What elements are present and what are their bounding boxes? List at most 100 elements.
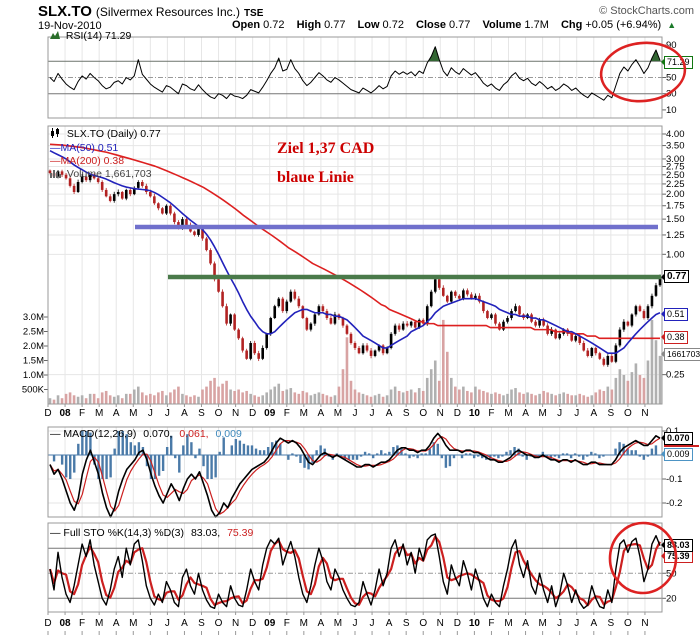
svg-text:M: M: [504, 408, 512, 419]
sto-k-value: 83.03,: [190, 527, 221, 539]
svg-text:D: D: [249, 618, 256, 629]
annotation-blue-line: blaue Linie: [277, 169, 354, 186]
svg-text:J: J: [148, 408, 153, 419]
open-value: 0.72: [263, 19, 285, 31]
ma200-value-box: 0.38: [661, 331, 688, 344]
volume-legend-row: Volume 1,661,703: [50, 168, 161, 182]
low-label: Low: [357, 19, 380, 31]
svg-text:3.00: 3.00: [666, 154, 685, 165]
svg-text:N: N: [232, 618, 239, 629]
svg-text:N: N: [641, 408, 648, 419]
svg-text:J: J: [353, 408, 358, 419]
high-value: 0.77: [324, 19, 346, 31]
svg-text:N: N: [437, 618, 444, 629]
svg-text:M: M: [300, 408, 308, 419]
svg-text:J: J: [353, 618, 358, 629]
svg-text:M: M: [334, 408, 342, 419]
svg-text:10: 10: [469, 408, 481, 419]
svg-text:J: J: [148, 618, 153, 629]
macd-value-box: 0.070: [661, 432, 693, 445]
svg-text:J: J: [165, 408, 170, 419]
sto-k-box-arrow: [657, 541, 665, 549]
svg-text:N: N: [232, 408, 239, 419]
svg-text:F: F: [284, 618, 290, 629]
ma200-legend: —MA(200) 0.38: [50, 155, 125, 167]
svg-text:2.50: 2.50: [666, 170, 685, 181]
svg-text:A: A: [113, 618, 120, 629]
svg-text:F: F: [284, 408, 290, 419]
exchange-label: TSE: [243, 8, 264, 19]
rsi-legend: RSI(14) 71.29: [50, 30, 131, 43]
change-quote: Chg +0.05 (+6.94%) ▲: [561, 19, 676, 31]
close-label: Close: [416, 19, 446, 31]
svg-text:20: 20: [666, 593, 677, 604]
svg-text:J: J: [557, 618, 562, 629]
svg-text:10: 10: [469, 618, 481, 629]
ma50-legend: —MA(50) 0.51: [50, 142, 119, 154]
svg-text:M: M: [95, 618, 103, 629]
svg-text:N: N: [437, 408, 444, 419]
svg-text:O: O: [215, 618, 223, 629]
ma200-box-arrow: [657, 333, 665, 341]
svg-text:2.5M: 2.5M: [23, 327, 44, 338]
sto-d-value: 75.39: [227, 527, 254, 539]
svg-text:2.00: 2.00: [666, 189, 685, 200]
svg-text:O: O: [215, 408, 223, 419]
svg-text:O: O: [624, 618, 632, 629]
annotation-target-price: Ziel 1,37 CAD: [277, 140, 375, 157]
rsi-value-box: 71.29: [661, 56, 693, 69]
sto-legend: — Full STO %K(14,3) %D(3) 83.03, 75.39: [50, 527, 253, 539]
svg-text:2.75: 2.75: [666, 162, 685, 173]
svg-text:1.25: 1.25: [666, 230, 685, 241]
svg-text:D: D: [454, 408, 461, 419]
svg-text:M: M: [334, 618, 342, 629]
svg-text:J: J: [557, 408, 562, 419]
low-value: 0.72: [382, 19, 404, 31]
macd-hist-box-arrow: [657, 450, 665, 458]
svg-text:A: A: [590, 408, 597, 419]
volume-value: 1.7M: [524, 19, 549, 31]
company-name: (Silvermex Resources Inc.): [95, 5, 240, 19]
svg-text:A: A: [318, 618, 325, 629]
sto-legend-name: — Full STO %K(14,3) %D(3): [50, 527, 185, 539]
svg-text:D: D: [44, 618, 51, 629]
open-quote: Open 0.72: [232, 19, 285, 31]
quote-row: Open 0.72 High 0.77 Low 0.72 Close 0.77 Volu…: [232, 19, 685, 31]
svg-text:09: 09: [264, 618, 276, 629]
svg-text:J: J: [370, 408, 375, 419]
svg-text:O: O: [419, 618, 427, 629]
volume-legend: Volume 1,661,703: [66, 168, 152, 180]
svg-text:J: J: [574, 408, 579, 419]
svg-text:A: A: [318, 408, 325, 419]
change-value: +0.05 (+6.94%): [585, 19, 662, 31]
macd-hist-value: 0.009: [215, 428, 242, 440]
svg-text:A: A: [113, 408, 120, 419]
rsi-box-arrow: [657, 58, 665, 66]
svg-text:A: A: [386, 618, 393, 629]
svg-text:08: 08: [59, 408, 71, 419]
svg-text:-0.2: -0.2: [666, 498, 682, 509]
ma50-box-arrow: [657, 310, 665, 318]
svg-text:J: J: [574, 618, 579, 629]
svg-text:N: N: [641, 618, 648, 629]
svg-text:M: M: [129, 618, 137, 629]
ticker-symbol: SLX.TO: [38, 3, 92, 20]
svg-text:A: A: [522, 618, 529, 629]
svg-text:30: 30: [666, 89, 677, 100]
svg-text:2.0M: 2.0M: [23, 341, 44, 352]
svg-text:0.25: 0.25: [666, 370, 685, 381]
svg-text:J: J: [165, 618, 170, 629]
macd-hist-value-box: 0.009: [661, 448, 693, 461]
price-legend: SLX.TO (Daily) 0.77 —MA(50) 0.51 —MA(200…: [50, 128, 161, 182]
price-legend-symbol-row: SLX.TO (Daily) 0.77: [50, 128, 161, 142]
candlestick-icon: [50, 128, 61, 142]
volume-value-box: 1661703: [661, 348, 700, 361]
volume-box-arrow: [657, 350, 665, 358]
up-triangle-icon: ▲: [667, 20, 677, 30]
svg-text:A: A: [181, 618, 188, 629]
svg-text:1.00: 1.00: [666, 249, 685, 260]
svg-text:S: S: [198, 408, 205, 419]
svg-text:3.0M: 3.0M: [23, 312, 44, 323]
